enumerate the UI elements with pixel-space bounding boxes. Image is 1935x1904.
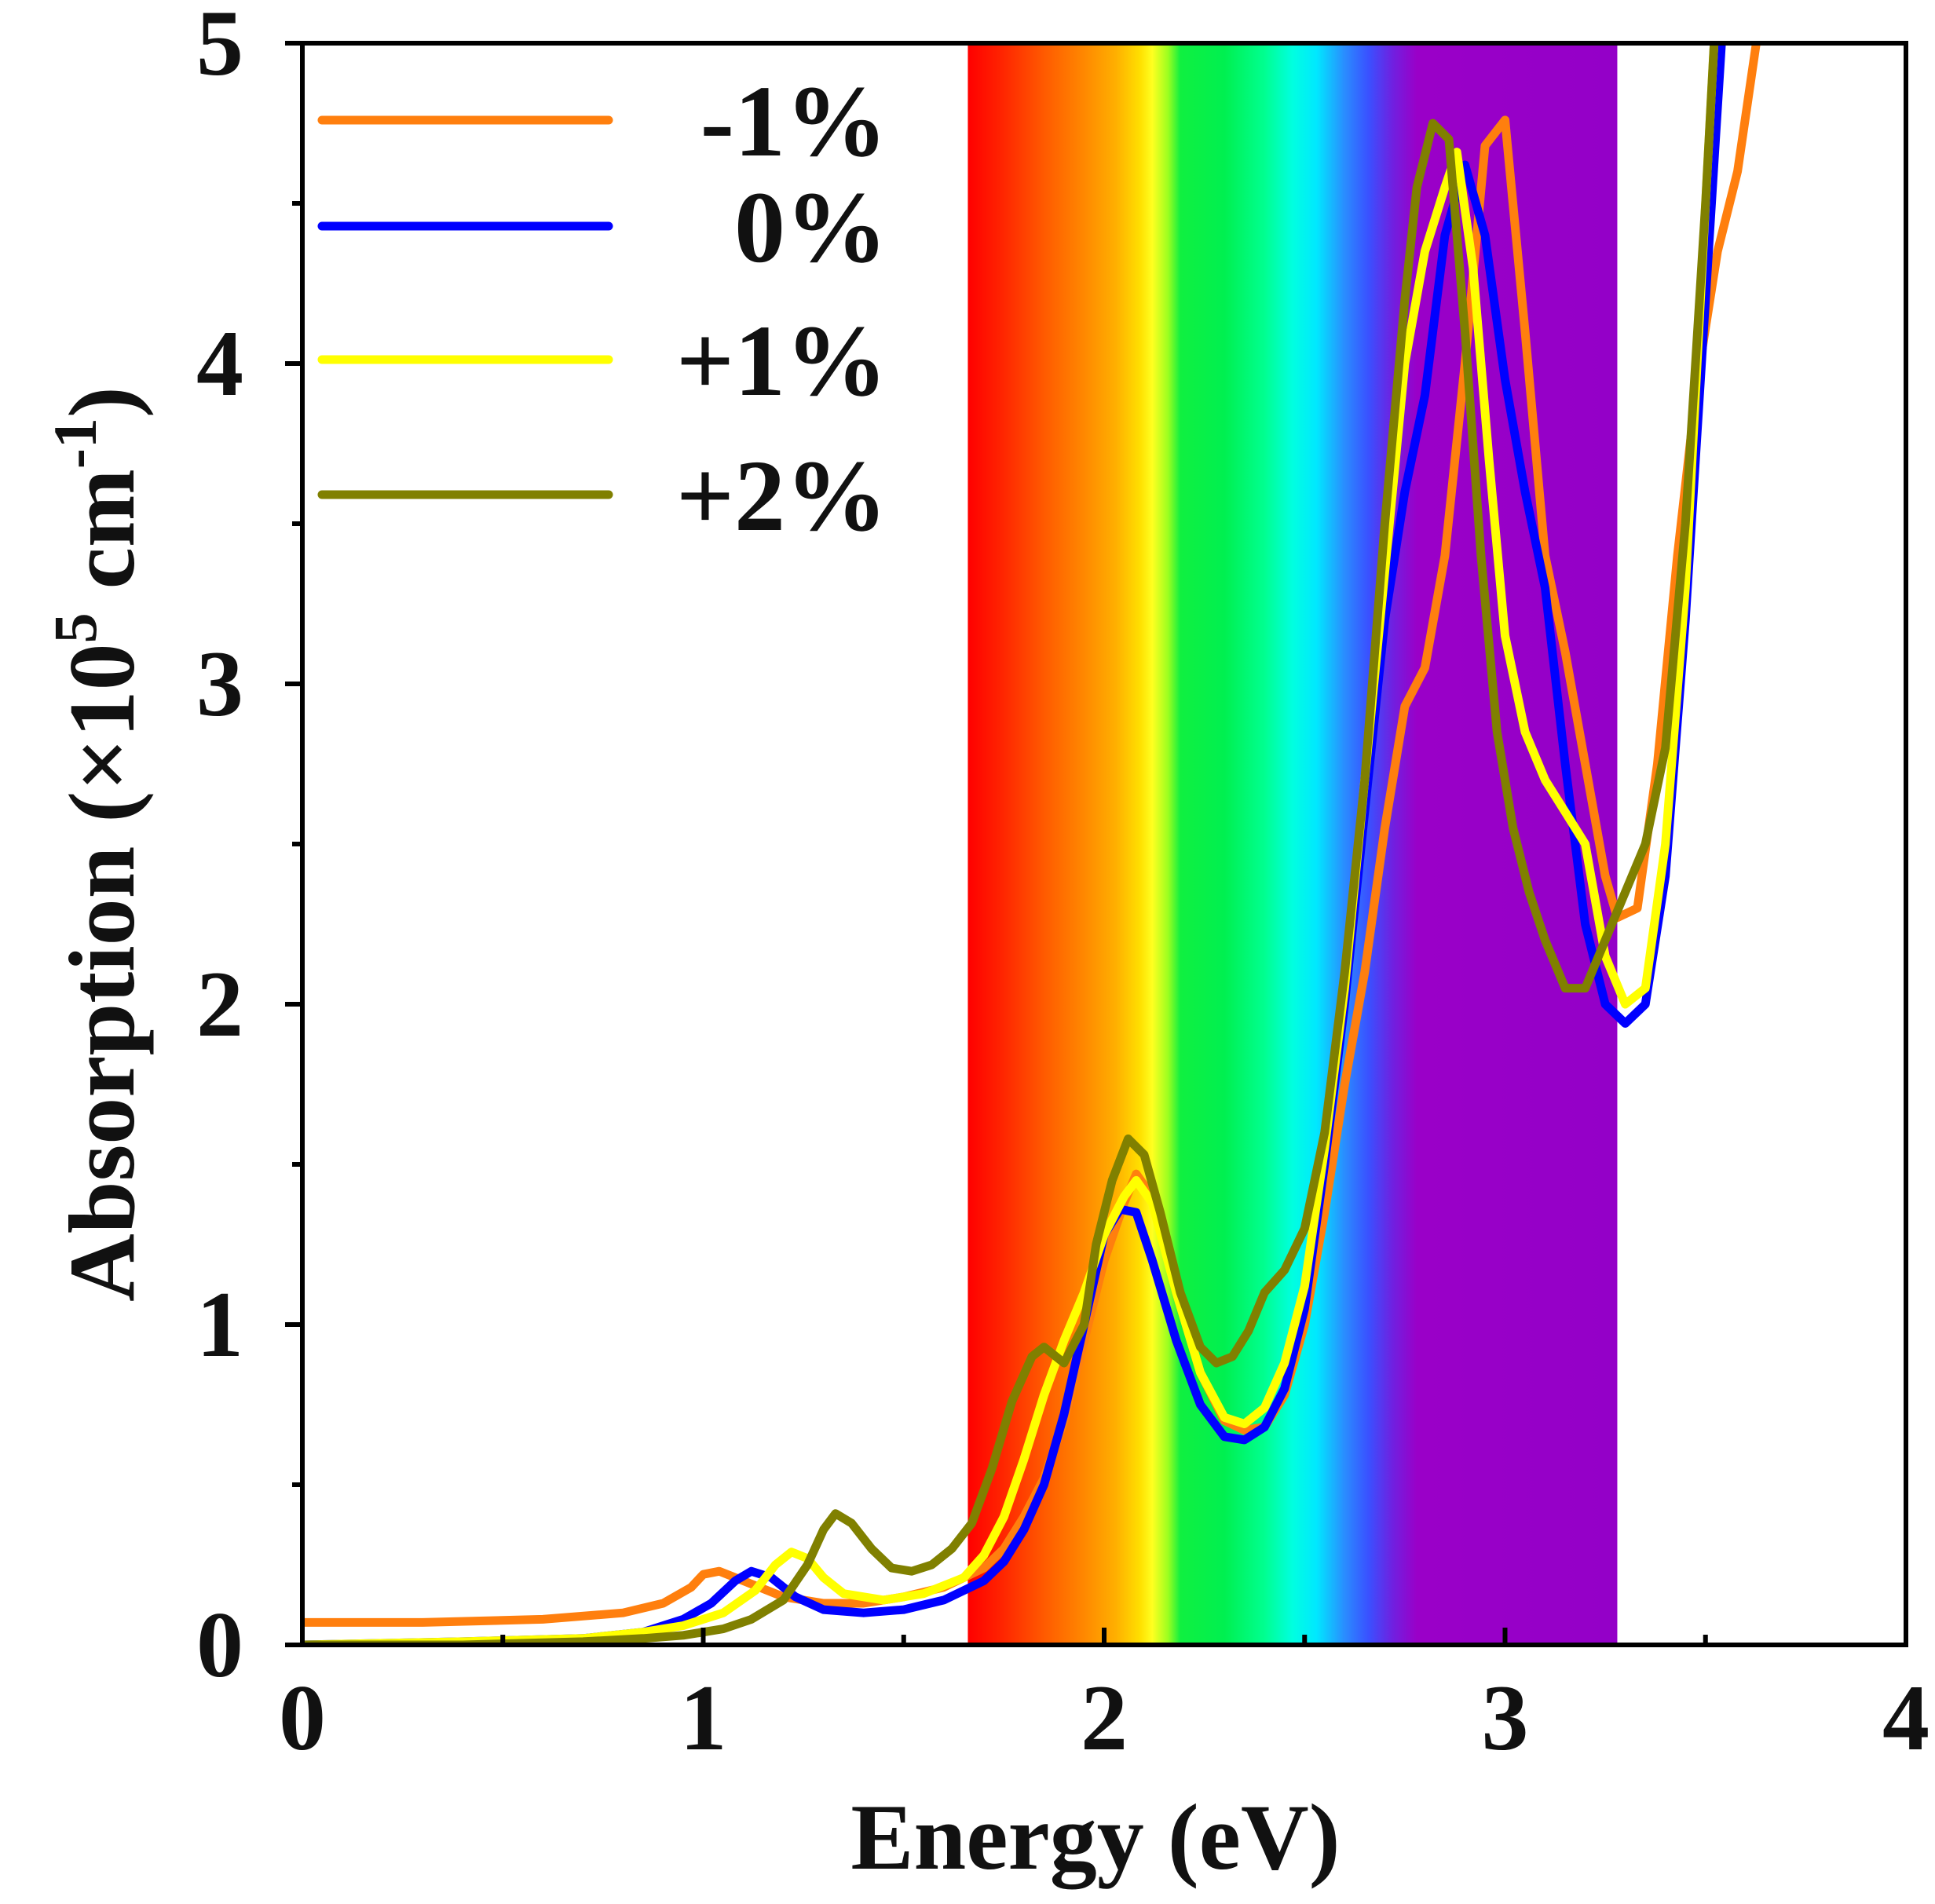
series-line-0 — [302, 43, 1761, 1627]
y-axis-title: Absorption (×105 cm-1) — [41, 386, 154, 1302]
series-line-2 — [302, 43, 1719, 1645]
x-tick-label-1: 1 — [680, 1665, 727, 1770]
x-tick-label-0: 0 — [279, 1665, 326, 1770]
y-tick-label-1: 1 — [196, 1272, 243, 1376]
x-axis-title: Energy (eV) — [850, 1785, 1340, 1890]
legend-label-0: -1% — [700, 65, 887, 178]
tick-labels-layer: 0 1 2 3 4 0 1 2 3 4 5 — [196, 0, 1930, 1770]
series-line-1 — [302, 43, 1726, 1645]
x-tick-label-2: 2 — [1081, 1665, 1128, 1770]
legend: -1%0% +1% +2% — [317, 65, 887, 553]
legend-label-2: +1% — [676, 305, 887, 418]
y-tick-label-3: 3 — [196, 631, 243, 736]
y-tick-label-0: 0 — [196, 1592, 243, 1697]
legend-label-1: 0% — [734, 171, 887, 284]
y-tick-label-5: 5 — [196, 0, 243, 95]
y-tick-label-2: 2 — [196, 952, 243, 1056]
series-line-3 — [302, 43, 1719, 1645]
x-tick-label-3: 3 — [1482, 1665, 1529, 1770]
y-tick-label-4: 4 — [196, 311, 243, 415]
legend-label-3: +2% — [676, 440, 887, 553]
ticks-layer — [285, 41, 1908, 1647]
series-layer — [302, 43, 1761, 1645]
x-tick-label-4: 4 — [1882, 1665, 1930, 1770]
